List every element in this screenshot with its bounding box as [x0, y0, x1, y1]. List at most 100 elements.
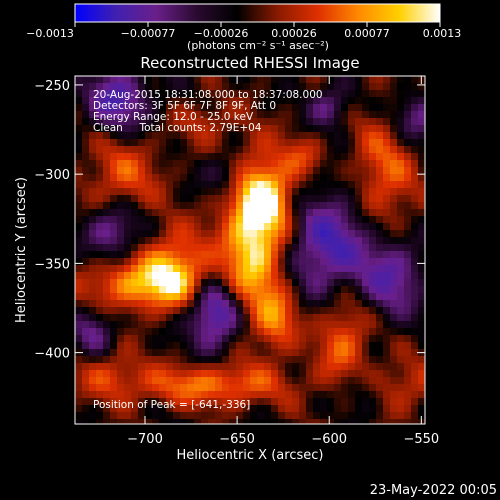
heatmap-cell	[243, 83, 251, 91]
heatmap-cell	[145, 328, 153, 336]
heatmap-cell	[89, 405, 97, 413]
heatmap-cell	[327, 118, 335, 126]
heatmap-cell	[292, 286, 300, 294]
heatmap-cell	[89, 181, 97, 189]
heatmap-cell	[292, 391, 300, 399]
heatmap-cell	[285, 265, 293, 273]
heatmap-cell	[348, 258, 356, 266]
heatmap-cell	[89, 195, 97, 203]
heatmap-cell	[236, 188, 244, 196]
heatmap-cell	[320, 398, 328, 406]
heatmap-cell	[103, 174, 111, 182]
heatmap-cell	[173, 272, 181, 280]
heatmap-cell	[131, 356, 139, 364]
heatmap-cell	[131, 202, 139, 210]
heatmap-cell	[383, 405, 391, 413]
heatmap-cell	[75, 314, 83, 322]
heatmap-cell	[222, 279, 230, 287]
heatmap-cell	[250, 111, 258, 119]
heatmap-cell	[229, 153, 237, 161]
heatmap-cell	[278, 83, 286, 91]
heatmap-cell	[348, 398, 356, 406]
heatmap-cell	[166, 321, 174, 329]
heatmap-cell	[299, 363, 307, 371]
heatmap-cell	[383, 125, 391, 133]
heatmap-cell	[236, 160, 244, 168]
heatmap-cell	[250, 328, 258, 336]
heatmap-cell	[215, 209, 223, 217]
heatmap-cell	[411, 132, 419, 140]
heatmap-cell	[418, 139, 425, 147]
heatmap-cell	[250, 300, 258, 308]
heatmap-cell	[271, 174, 279, 182]
heatmap-cell	[124, 181, 132, 189]
heatmap-cell	[320, 125, 328, 133]
heatmap-cell	[152, 405, 160, 413]
heatmap-cell	[355, 83, 363, 91]
heatmap-cell	[264, 83, 272, 91]
heatmap-cell	[369, 335, 377, 343]
heatmap-cell	[131, 237, 139, 245]
heatmap-cell	[271, 307, 279, 315]
heatmap-cell	[285, 328, 293, 336]
heatmap-cell	[418, 335, 425, 343]
heatmap-cell	[257, 384, 265, 392]
heatmap-cell	[271, 104, 279, 112]
heatmap-cell	[208, 314, 216, 322]
heatmap-cell	[236, 104, 244, 112]
heatmap-cell	[257, 118, 265, 126]
heatmap-cell	[411, 209, 419, 217]
heatmap-cell	[229, 384, 237, 392]
heatmap-cell	[201, 216, 209, 224]
heatmap-cell	[180, 412, 188, 420]
heatmap-cell	[257, 293, 265, 301]
heatmap-cell	[187, 398, 195, 406]
heatmap-cell	[110, 293, 118, 301]
heatmap-cell	[159, 300, 167, 308]
heatmap-cell	[404, 153, 412, 161]
heatmap-cell	[390, 363, 398, 371]
heatmap-cell	[96, 139, 104, 147]
heatmap-cell	[166, 300, 174, 308]
heatmap-cell	[131, 307, 139, 315]
heatmap-cell	[348, 125, 356, 133]
heatmap-cell	[264, 412, 272, 420]
heatmap-cell	[159, 139, 167, 147]
heatmap-cell	[75, 146, 83, 154]
heatmap-cell	[194, 391, 202, 399]
heatmap-cell	[201, 349, 209, 357]
heatmap-cell	[236, 335, 244, 343]
heatmap-cell	[397, 335, 405, 343]
heatmap-cell	[264, 125, 272, 133]
heatmap-cell	[376, 111, 384, 119]
heatmap-cell	[397, 209, 405, 217]
heatmap-cell	[334, 139, 342, 147]
heatmap-cell	[131, 90, 139, 98]
heatmap-cell	[103, 265, 111, 273]
heatmap-cell	[250, 181, 258, 189]
heatmap-cell	[82, 314, 90, 322]
heatmap-cell	[152, 181, 160, 189]
heatmap-cell	[124, 153, 132, 161]
heatmap-cell	[89, 132, 97, 140]
heatmap-cell	[306, 293, 314, 301]
heatmap-cell	[348, 146, 356, 154]
heatmap-cell	[250, 237, 258, 245]
heatmap-cell	[341, 202, 349, 210]
heatmap-cell	[397, 279, 405, 287]
heatmap-cell	[264, 293, 272, 301]
heatmap-cell	[145, 265, 153, 273]
heatmap-cell	[103, 349, 111, 357]
heatmap-cell	[271, 265, 279, 273]
heatmap-cell	[404, 104, 412, 112]
heatmap-cell	[145, 293, 153, 301]
heatmap-cell	[397, 174, 405, 182]
heatmap-cell	[180, 321, 188, 329]
heatmap-cell	[117, 216, 125, 224]
heatmap-cell	[271, 202, 279, 210]
heatmap-cell	[243, 153, 251, 161]
heatmap-cell	[96, 188, 104, 196]
heatmap-cell	[411, 83, 419, 91]
heatmap-cell	[110, 349, 118, 357]
heatmap-cell	[327, 146, 335, 154]
